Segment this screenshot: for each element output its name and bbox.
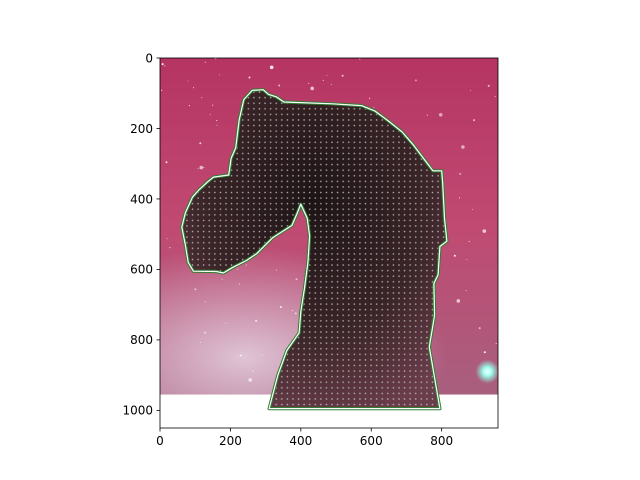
star [291, 310, 293, 312]
star [164, 65, 166, 67]
star [322, 79, 324, 81]
star [255, 319, 258, 322]
y-tick-label: 600 [130, 263, 153, 277]
star [482, 229, 487, 233]
star [414, 79, 417, 82]
star [459, 172, 462, 175]
bright-star [475, 359, 498, 384]
y-tick-label: 200 [130, 122, 153, 136]
star [204, 301, 206, 303]
star [199, 341, 201, 343]
x-tick-label: 0 [156, 434, 164, 448]
star [166, 238, 168, 240]
star [278, 84, 281, 87]
star [193, 87, 195, 89]
y-tick-label: 0 [145, 51, 153, 65]
star [279, 306, 282, 308]
star [438, 113, 443, 117]
star [426, 114, 428, 116]
star [330, 83, 332, 85]
star [169, 247, 171, 249]
star [461, 145, 465, 149]
star [494, 96, 496, 98]
star [326, 74, 328, 77]
star [161, 89, 163, 91]
star [225, 322, 227, 324]
star [269, 65, 274, 70]
star [483, 351, 486, 354]
x-tick-label: 400 [289, 434, 312, 448]
star [310, 86, 315, 91]
star [209, 113, 211, 115]
star [341, 74, 344, 77]
star [453, 254, 456, 257]
star [219, 74, 221, 76]
star [197, 167, 199, 169]
x-tick-label: 600 [360, 434, 383, 448]
y-tick-label: 1000 [122, 404, 153, 418]
star [456, 299, 461, 303]
star [216, 120, 218, 122]
star [295, 278, 298, 281]
star [478, 327, 481, 330]
star [248, 378, 252, 382]
star [165, 161, 168, 164]
y-tick-label: 400 [130, 192, 153, 206]
x-tick-label: 800 [430, 434, 453, 448]
star [458, 197, 461, 199]
star [201, 97, 203, 99]
star [470, 89, 472, 92]
axes-frame [159, 57, 499, 429]
star [373, 106, 375, 108]
star [245, 264, 247, 266]
star [473, 119, 476, 122]
x-axis: 0 200 400 600 800 [156, 428, 453, 448]
star [262, 354, 264, 356]
star [252, 370, 254, 372]
star [204, 61, 206, 63]
star [187, 80, 189, 82]
star [294, 312, 297, 315]
y-axis: 0 200 400 600 800 1000 [122, 51, 160, 418]
star [239, 354, 242, 357]
star [188, 105, 190, 107]
star [204, 331, 207, 334]
star [276, 269, 278, 271]
star [471, 208, 474, 210]
star [212, 104, 214, 106]
polygon-dot-grid [181, 89, 447, 409]
star [199, 142, 202, 145]
plot-axes: 0 200 400 600 800 0 200 400 600 800 1000 [122, 51, 499, 448]
x-tick-label: 200 [219, 434, 242, 448]
polygon-outline-inner [181, 89, 448, 410]
star [359, 58, 361, 60]
star [369, 97, 371, 99]
star [194, 288, 197, 291]
star [238, 283, 241, 285]
star [161, 63, 164, 66]
star [203, 166, 205, 169]
star [308, 82, 310, 84]
y-tick-label: 800 [130, 333, 153, 347]
star [248, 76, 251, 79]
star [199, 165, 204, 170]
star [487, 84, 490, 87]
star [495, 342, 497, 345]
star [468, 240, 470, 242]
star [216, 124, 218, 126]
star [466, 259, 468, 261]
star [465, 289, 467, 292]
star [221, 278, 223, 280]
star [237, 268, 239, 270]
